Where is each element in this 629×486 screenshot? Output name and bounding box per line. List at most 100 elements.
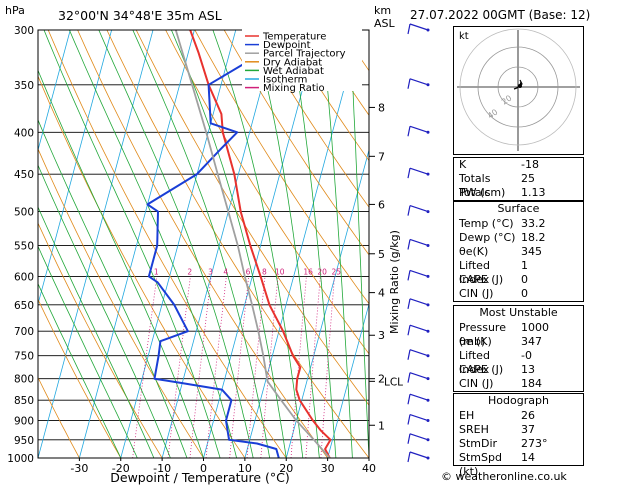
pressure-tick-label: 900 — [14, 416, 34, 428]
dry-adiabat-line — [77, 30, 328, 458]
wind-barb-base — [426, 28, 430, 32]
isotherm-line — [327, 302, 369, 458]
pressure-tick-label: 700 — [14, 326, 34, 338]
mixing-ratio-label: 10 — [275, 267, 285, 276]
isotherm-line — [203, 30, 319, 458]
index-row-pw: PW (cm) 1.13 — [459, 186, 546, 199]
dry-adiabat-line — [38, 376, 80, 458]
mixing-ratio-line — [132, 276, 158, 458]
surface-row: CAPE (J) 0 — [459, 273, 528, 286]
wind-barb-base — [426, 354, 430, 358]
height-tick-label: 2 — [378, 373, 385, 386]
wind-barb-flag — [407, 23, 411, 35]
wet-adiabat-line — [38, 205, 155, 458]
wind-barb-flag — [407, 78, 411, 89]
legend-label: Wet Adiabat — [263, 66, 324, 77]
hodograph-ring-label-20: 20 — [500, 93, 514, 106]
mixing-ratio-label: 6 — [246, 267, 251, 276]
dry-adiabat-line — [253, 30, 369, 208]
most-unstable-row: CIN (J) 184 — [459, 377, 542, 390]
wind-barb-flag — [407, 394, 411, 405]
wind-barb-staff — [409, 78, 429, 86]
wind-barb-base — [426, 456, 430, 460]
temperature-tick-label: 20 — [279, 462, 293, 475]
wind-barb-staff — [409, 167, 429, 175]
pressure-tick-label: 450 — [14, 169, 34, 181]
pressure-tick-label: 750 — [14, 351, 34, 363]
wind-barb-flag — [407, 349, 411, 360]
wet-adiabat-line — [171, 30, 287, 458]
x-axis-label: Dewpoint / Temperature (°C) — [110, 470, 289, 485]
wind-barb-staff — [409, 23, 429, 31]
wind-barb-base — [426, 274, 430, 278]
surface-row: Dewp (°C) 18.2 — [459, 231, 546, 244]
wind-barb-flag — [407, 168, 411, 179]
indices-panel: K -18 Totals Totals 25 PW (cm) 1.13 — [453, 157, 584, 201]
wet-adiabat-line — [43, 30, 221, 458]
mixing-ratio-line — [229, 276, 250, 458]
location-label: 32°00'N 34°48'E 35m ASL — [58, 8, 222, 23]
wet-adiabat-line — [38, 69, 204, 458]
isotherm-line — [38, 30, 113, 306]
mixing-ratio-label: 1 — [154, 267, 159, 276]
dry-adiabat-line — [38, 147, 204, 458]
hodograph-ring-2 — [477, 46, 559, 128]
wind-barb-flag — [407, 414, 411, 425]
mixing-ratio-label: 2 — [187, 267, 192, 276]
pressure-tick-label: 600 — [14, 271, 34, 283]
pressure-tick-label: 850 — [14, 395, 34, 407]
wet-adiabat-line — [349, 30, 369, 458]
dry-adiabat-line — [223, 30, 369, 256]
wind-barb-staff — [409, 125, 429, 133]
wind-barb-base — [426, 172, 430, 176]
mixing-ratio-label: 20 — [317, 267, 327, 276]
most-unstable-row: CAPE (J) 13 — [459, 363, 535, 376]
wind-barb-flag — [407, 270, 411, 281]
wet-adiabat-line — [212, 30, 304, 458]
wind-barb-flag — [407, 372, 411, 383]
units-km-label: km — [374, 4, 391, 17]
dry-adiabat-line — [106, 30, 369, 458]
legend-label: Isotherm — [263, 75, 307, 86]
units-asl-label: ASL — [374, 17, 396, 30]
wind-barb-staff — [409, 205, 429, 213]
mixing-ratio-axis-label: Mixing Ratio (g/kg) — [388, 230, 401, 334]
hodograph-ring-1 — [497, 66, 539, 108]
wind-barb-flag — [407, 433, 411, 444]
dry-adiabat-line — [165, 30, 369, 355]
wind-barb-base — [426, 377, 430, 381]
mixing-ratio-label: 3 — [208, 267, 213, 276]
wind-barb-staff — [409, 238, 429, 247]
hodograph-ring-label-40: 40 — [486, 107, 500, 120]
temperature-tick-label: 40 — [362, 462, 376, 475]
surface-panel: Surface Temp (°C) 33.2 Dewp (°C) 18.2 θe(K… — [453, 201, 584, 302]
height-tick-label: 5 — [378, 248, 385, 261]
hodograph-params-row: StmDir 273° — [459, 437, 548, 450]
copyright-label: © weatheronline.co.uk — [441, 470, 567, 483]
wind-barb-base — [426, 210, 430, 214]
wet-adiabat-line — [98, 30, 254, 458]
dry-adiabat-line — [47, 30, 287, 458]
height-tick-label: 6 — [378, 198, 385, 211]
temperature-tick-label: 10 — [238, 462, 252, 475]
wind-barb-flag — [407, 298, 411, 309]
hodograph-panel: kt 20 40 — [453, 26, 584, 155]
temperature-tick-label: 0 — [200, 462, 207, 475]
lcl-label: LCL — [384, 376, 403, 388]
dry-adiabat-line — [38, 75, 246, 458]
wind-barb-flag — [407, 325, 411, 336]
dry-adiabat-line — [576, 30, 629, 458]
mixing-ratio-label: 16 — [303, 267, 313, 276]
isotherm-line — [78, 30, 195, 458]
dry-adiabat-line — [282, 30, 369, 162]
legend-label: Mixing Ratio — [263, 83, 325, 94]
surface-row: CIN (J) 0 — [459, 287, 528, 300]
wind-barb-base — [426, 398, 430, 402]
wet-adiabat-line — [321, 30, 353, 458]
surface-row: Lifted Index 1 — [459, 259, 528, 286]
dry-adiabat-line — [135, 30, 369, 406]
pressure-tick-label: 400 — [14, 127, 34, 139]
hodograph-params-title: Hodograph — [488, 394, 549, 407]
temperature-tick-label: 30 — [321, 462, 335, 475]
